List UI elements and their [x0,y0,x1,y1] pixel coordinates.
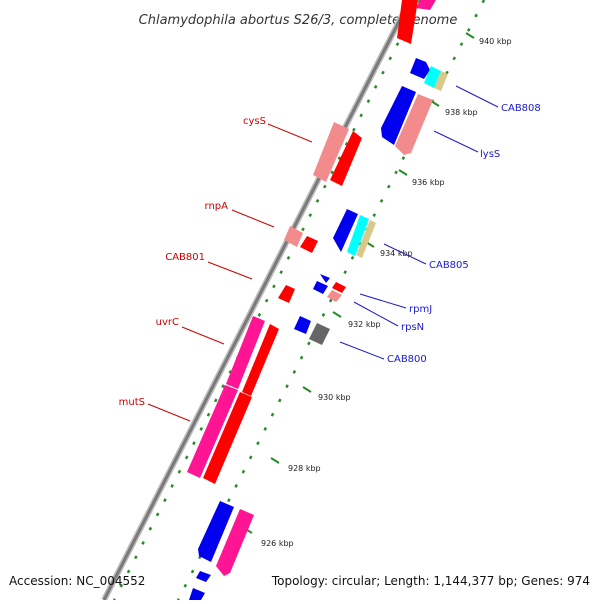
gene-label-CAB808: CAB808 [501,103,541,114]
gene-features [187,0,448,600]
gene-feature-blue [410,58,430,79]
kbp-label: 934 kbp [380,249,413,258]
kbp-label: 926 kbp [261,539,294,548]
kbp-label: 940 kbp [479,37,512,46]
major-tick [398,169,408,176]
inner-scale-ring [112,0,422,601]
gene-label-rpmJ: rpmJ [409,304,432,315]
gene-feature-gray [309,323,330,345]
kbp-label: 936 kbp [412,178,445,187]
gene-label-cysS: cysS [243,116,266,127]
leader-line-uvrC [181,326,225,345]
gene-feature-red [332,282,346,293]
major-tick [302,386,312,393]
gene-label-rnpA: rnpA [205,201,229,212]
gene-feature-blue [294,316,311,334]
gene-feature-red [242,324,279,396]
kbp-label: 928 kbp [288,464,321,473]
gene-feature-blue [198,501,234,562]
gene-label-rpsN: rpsN [401,322,424,333]
gene-feature-tan [356,220,376,258]
gene-feature-blue [333,209,358,252]
gene-feature-red [300,236,318,253]
leader-line-CAB805 [383,243,427,265]
gene-feature-red [397,0,418,44]
genome-backbone [101,0,413,602]
leader-line-rpmJ [359,293,407,309]
kbp-label: 938 kbp [445,108,478,117]
gene-feature-blue [196,571,211,582]
gene-feature-tan [434,71,448,91]
gene-feature-cyan [424,66,441,88]
leader-line-CAB808 [455,85,499,108]
gene-feature-red [203,392,252,484]
gene-label-mutS: mutS [119,397,145,408]
kbp-label: 930 kbp [318,393,351,402]
gene-feature-blue [313,281,328,294]
scale-ticks: 940 kbp 938 kbp 936 kbp 934 kbp 932 kbp … [243,32,512,548]
gene-label-CAB801: CAB801 [165,252,205,263]
accession-text: Accession: NC_004552 [9,574,145,588]
gene-feature-pink [327,290,342,302]
gene-feature-pink [313,122,349,182]
gene-feature-magenta [226,316,265,389]
gene-feature-blue [320,274,330,283]
leader-line-lysS [433,130,479,153]
leader-line-CAB801 [207,261,253,280]
leader-line-rpsN [353,301,399,327]
gene-feature-magenta [187,385,238,478]
label-leaders [147,85,499,422]
gene-feature-pink [395,94,433,155]
leader-line-mutS [147,403,191,422]
major-tick [430,100,440,107]
leader-line-rnpA [231,209,275,228]
gene-labels: cysS rnpA CAB801 uvrC mutS CAB808 lysS C… [119,103,541,408]
gene-feature-magenta [416,0,436,10]
gene-feature-pink [284,226,303,247]
gene-feature-red [330,131,362,186]
gene-feature-cyan [347,215,369,256]
kbp-label: 932 kbp [348,320,381,329]
leader-line-CAB800 [339,341,385,360]
topology-text: Topology: circular; Length: 1,144,377 bp… [271,574,590,588]
map-title: Chlamydophila abortus S26/3, complete ge… [139,13,458,28]
major-tick [465,32,475,39]
major-tick [270,457,280,464]
gene-feature-red [278,285,295,303]
gene-feature-magenta [216,509,254,576]
gene-label-uvrC: uvrC [156,317,179,328]
major-tick [332,311,342,318]
leader-line-cysS [267,123,313,143]
gene-label-CAB805: CAB805 [429,260,469,271]
gene-label-CAB800: CAB800 [387,354,427,365]
gene-feature-blue [381,86,416,145]
gene-label-lysS: lysS [480,149,500,160]
gene-feature-blue [189,588,205,600]
